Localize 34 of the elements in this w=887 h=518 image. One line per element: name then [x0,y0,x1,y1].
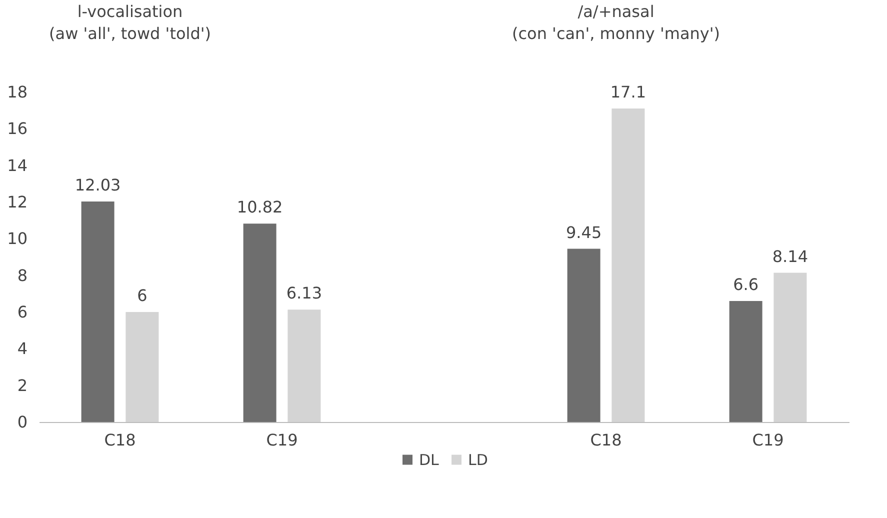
bar [612,108,645,422]
y-tick-label: 0 [17,412,28,432]
x-tick-label: C18 [590,430,622,450]
text: l-vocalisation (aw 'all', towd 'told') [49,2,211,43]
legend-label: LD [468,450,488,469]
bar [243,224,276,422]
y-tick-label: 6 [17,302,28,322]
bar [729,301,762,422]
data-label: 6.13 [286,284,322,303]
x-tick-label: C18 [104,430,136,450]
bar [81,201,114,422]
text: /a/+nasal (con 'can', monny 'many') [512,2,720,43]
bar [126,312,159,422]
data-label: 8.14 [772,246,808,266]
y-tick-label: 18 [7,82,28,102]
data-label: 6.6 [733,275,759,294]
bar [567,248,600,422]
data-label: 17.1 [610,82,646,102]
data-label: 9.45 [566,222,602,242]
y-tick-label: 10 [7,229,28,248]
x-tick-label: C19 [752,430,784,450]
y-tick-label: 14 [7,156,28,175]
bar [774,272,807,422]
bar [288,310,321,422]
data-label: 12.03 [74,175,121,194]
x-tick-label: C19 [266,430,298,450]
y-tick-label: 4 [17,339,28,358]
legend-label: DL [419,450,440,469]
y-tick-label: 12 [7,192,28,212]
y-tick-label: 2 [17,376,28,395]
y-tick-label: 8 [17,266,28,285]
data-label: 10.82 [236,198,283,217]
data-label: 6 [137,286,148,305]
y-tick-label: 16 [7,119,28,138]
